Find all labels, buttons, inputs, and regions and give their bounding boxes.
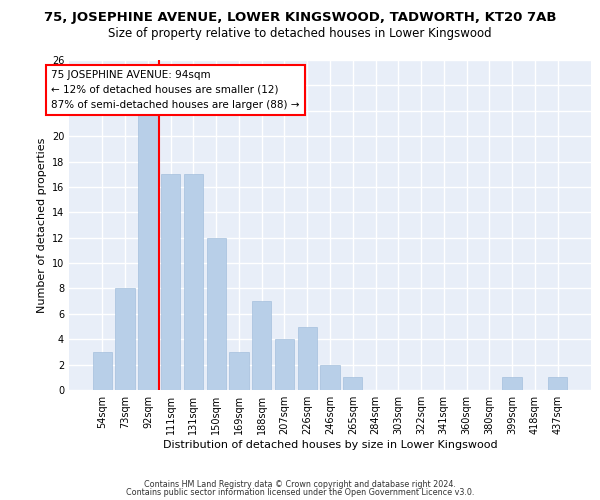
Bar <box>343 378 362 390</box>
Y-axis label: Number of detached properties: Number of detached properties <box>37 138 47 312</box>
Bar <box>320 364 340 390</box>
Text: Contains HM Land Registry data © Crown copyright and database right 2024.: Contains HM Land Registry data © Crown c… <box>144 480 456 489</box>
X-axis label: Distribution of detached houses by size in Lower Kingswood: Distribution of detached houses by size … <box>163 440 497 450</box>
Text: 75 JOSEPHINE AVENUE: 94sqm
← 12% of detached houses are smaller (12)
87% of semi: 75 JOSEPHINE AVENUE: 94sqm ← 12% of deta… <box>51 70 299 110</box>
Bar <box>252 301 271 390</box>
Bar <box>502 378 522 390</box>
Bar <box>184 174 203 390</box>
Text: Size of property relative to detached houses in Lower Kingswood: Size of property relative to detached ho… <box>108 28 492 40</box>
Text: Contains public sector information licensed under the Open Government Licence v3: Contains public sector information licen… <box>126 488 474 497</box>
Bar <box>138 111 158 390</box>
Bar <box>206 238 226 390</box>
Bar <box>548 378 567 390</box>
Bar <box>115 288 135 390</box>
Text: 75, JOSEPHINE AVENUE, LOWER KINGSWOOD, TADWORTH, KT20 7AB: 75, JOSEPHINE AVENUE, LOWER KINGSWOOD, T… <box>44 11 556 24</box>
Bar <box>298 326 317 390</box>
Bar <box>161 174 181 390</box>
Bar <box>93 352 112 390</box>
Bar <box>229 352 248 390</box>
Bar <box>275 339 294 390</box>
